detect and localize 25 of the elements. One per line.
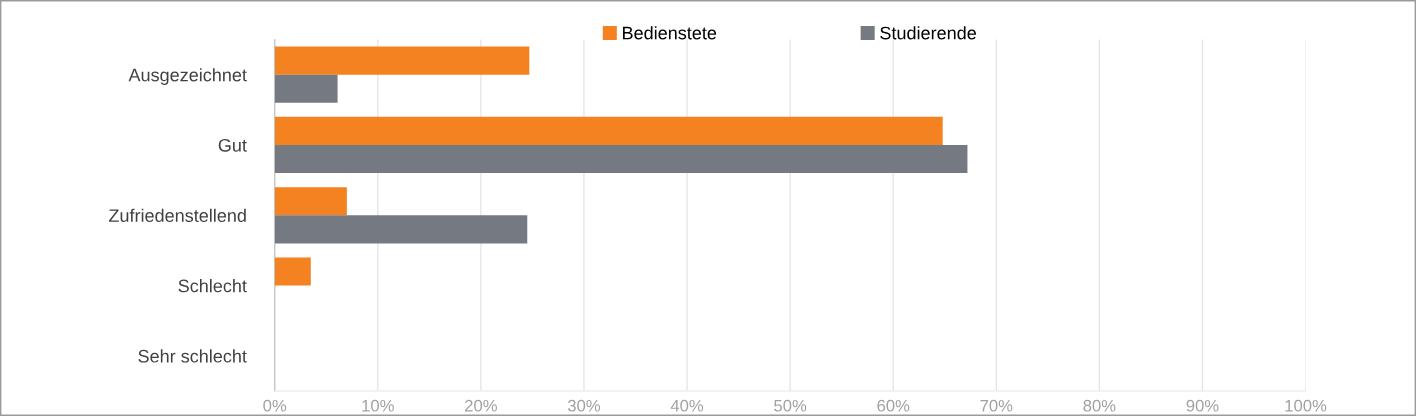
bar xyxy=(274,257,311,286)
y-tick-label: Schlecht xyxy=(178,279,247,293)
y-tick-label: Gut xyxy=(218,138,247,152)
x-tick-label: 10% xyxy=(362,399,394,412)
x-tick-label: 0% xyxy=(263,399,287,412)
x-tick-label: 30% xyxy=(567,399,601,412)
legend-label: Studierende xyxy=(880,26,976,40)
x-tick-label: 90% xyxy=(1186,399,1219,412)
y-tick-label: Ausgezeichnet xyxy=(128,68,247,85)
bar xyxy=(274,144,968,174)
x-tick-label: 50% xyxy=(774,399,807,412)
y-tick-label: Sehr schlecht xyxy=(138,349,247,363)
x-tick-label: 80% xyxy=(1083,399,1116,412)
x-tick-label: 40% xyxy=(670,399,704,412)
x-tick-label: 20% xyxy=(465,399,497,412)
x-tick-label: 100% xyxy=(1285,399,1327,412)
bar xyxy=(274,187,347,216)
x-tick-label: 70% xyxy=(980,399,1013,412)
bar xyxy=(274,215,528,244)
x-tick-label: 60% xyxy=(877,399,910,412)
bar xyxy=(274,116,943,145)
bar xyxy=(274,46,530,75)
legend-label: Bedienstete xyxy=(623,26,717,40)
bar xyxy=(274,74,338,103)
y-tick-label: Zufriedenstellend xyxy=(109,208,246,222)
